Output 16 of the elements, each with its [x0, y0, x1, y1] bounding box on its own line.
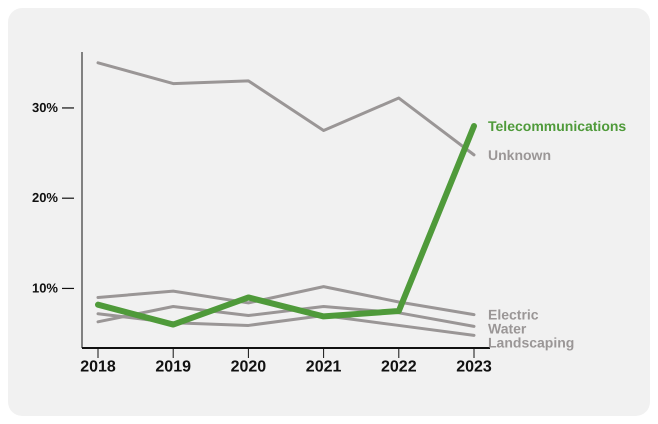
series-label: Electric — [488, 306, 539, 323]
y-tick-label: 30% — [32, 100, 58, 115]
y-tick-label: 20% — [32, 190, 58, 206]
line-series — [96, 285, 476, 316]
x-tick-label: 2020 — [230, 358, 266, 376]
line-series — [96, 61, 476, 156]
x-tick-label: 2019 — [155, 358, 192, 376]
x-tick-label: 2018 — [80, 358, 116, 376]
x-tick-label: 2023 — [456, 358, 492, 376]
series-label: Landscaping — [488, 334, 574, 351]
series-label: Telecommunications — [488, 118, 626, 134]
x-tick-label: 2022 — [381, 358, 417, 376]
series-label: Unknown — [488, 146, 551, 163]
y-tick-label: 10% — [32, 280, 58, 296]
x-tick-label: 2021 — [306, 358, 342, 376]
series-label: Water — [488, 320, 527, 337]
